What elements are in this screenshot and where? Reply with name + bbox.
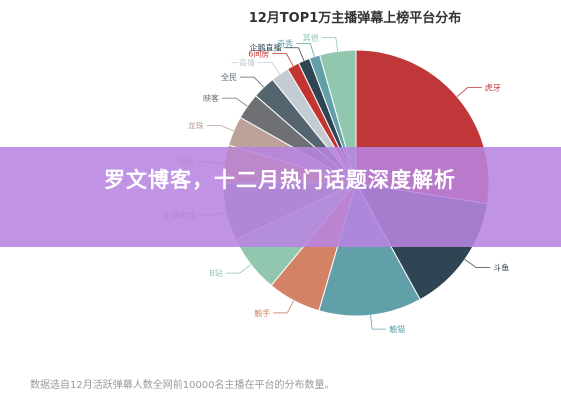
- pie-label-14: 其他: [303, 32, 319, 42]
- pie-leader-8: [221, 97, 248, 107]
- pie-slice-2: [318, 181, 421, 317]
- pie-label-9: 全民: [221, 72, 237, 82]
- headline-banner: 罗文博客，十二月热门话题深度解析: [0, 147, 561, 247]
- pie-leader-13: [296, 42, 315, 57]
- pie-label-2: 触猫: [389, 324, 405, 334]
- pie-label-0: 虎牙: [485, 83, 501, 93]
- pie-label-1: 斗鱼: [493, 263, 509, 273]
- pie-label-8: 映客: [203, 93, 219, 103]
- pie-leader-9: [240, 76, 265, 88]
- pie-leader-0: [456, 87, 482, 97]
- pie-label-3: 触手: [254, 308, 270, 318]
- pie-label-4: B站: [209, 268, 223, 278]
- pie-leader-3: [273, 300, 295, 314]
- pie-leader-1: [464, 259, 491, 268]
- pie-label-12: 企鹅直播: [249, 43, 281, 53]
- pie-leader-10: [257, 62, 281, 75]
- pie-label-10: 一直播: [231, 57, 255, 67]
- headline-text: 罗文博客，十二月热门话题深度解析: [104, 168, 456, 192]
- pie-leader-4: [225, 264, 252, 274]
- pie-leader-14: [321, 37, 339, 52]
- pie-label-7: 龙珠: [188, 120, 204, 130]
- pie-leader-7: [206, 125, 234, 132]
- pie-label-13: 奇秀: [277, 38, 293, 48]
- chart-title: 12月TOP1万主播弹幕上榜平台分布: [249, 10, 462, 26]
- pie-leader-12: [284, 47, 305, 61]
- pie-label-11: 6间房: [248, 49, 269, 59]
- pie-leader-2: [370, 315, 387, 330]
- chart-footnote: 数据选自12月活跃弹幕人数全网前10000名主播在平台的分布数量。: [30, 378, 335, 391]
- pie-leader-11: [272, 53, 294, 67]
